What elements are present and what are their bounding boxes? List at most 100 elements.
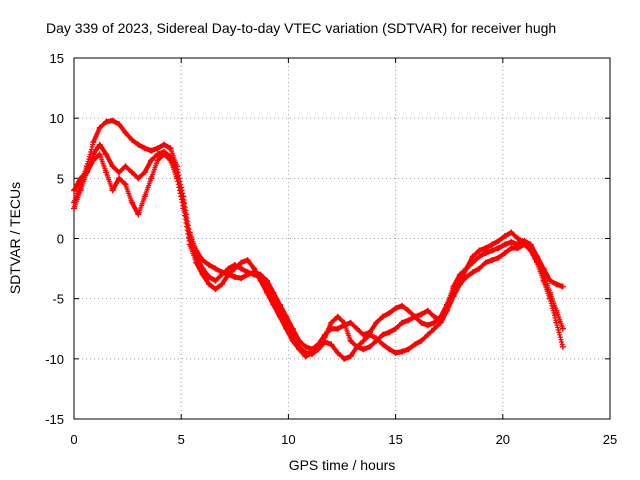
- data-point: [283, 325, 290, 332]
- data-point: [553, 319, 560, 326]
- data-point: [206, 281, 213, 288]
- data-point: [186, 241, 193, 248]
- data-point: [122, 163, 129, 170]
- data-point: [276, 313, 283, 320]
- x-tick-label: 0: [70, 432, 77, 447]
- data-point: [244, 257, 251, 264]
- data-point: [251, 265, 258, 272]
- data-point: [135, 211, 142, 218]
- series-trace-3: [71, 151, 566, 360]
- data-point: [437, 317, 444, 324]
- data-point: [302, 343, 309, 350]
- data-point: [495, 254, 502, 261]
- data-point: [341, 319, 348, 326]
- data-point: [501, 233, 508, 240]
- data-point: [347, 353, 354, 360]
- data-point: [534, 253, 541, 260]
- data-point: [354, 343, 361, 350]
- data-point: [116, 175, 123, 182]
- data-point: [315, 343, 322, 350]
- data-point: [148, 157, 155, 164]
- data-point: [366, 331, 373, 338]
- data-point: [469, 269, 476, 276]
- plot-frame: [73, 57, 611, 420]
- data-point: [418, 319, 425, 326]
- data-point: [379, 331, 386, 338]
- data-point: [463, 274, 470, 281]
- data-point: [212, 265, 219, 272]
- x-tick-label: 10: [281, 432, 295, 447]
- data-point: [103, 151, 110, 158]
- data-point: [321, 334, 328, 341]
- data-point: [360, 331, 367, 338]
- data-point: [373, 319, 380, 326]
- x-tick-label: 20: [496, 432, 510, 447]
- data-point: [328, 319, 335, 326]
- data-point: [405, 317, 412, 324]
- data-point: [418, 311, 425, 318]
- data-point: [148, 175, 155, 182]
- data-point: [540, 265, 547, 272]
- data-point: [218, 281, 225, 288]
- data-point: [501, 241, 508, 248]
- data-point: [431, 325, 438, 332]
- data-point: [128, 136, 135, 143]
- data-point: [379, 313, 386, 320]
- data-point: [347, 337, 354, 344]
- data-point: [218, 271, 225, 278]
- data-point: [360, 337, 367, 344]
- data-point: [399, 319, 406, 326]
- data-point: [521, 239, 528, 246]
- y-tick-label: -10: [45, 352, 64, 367]
- data-point: [501, 249, 508, 256]
- data-point: [366, 343, 373, 350]
- data-point: [379, 341, 386, 348]
- data-point: [90, 151, 97, 158]
- data-point: [122, 181, 129, 188]
- data-layer: [71, 117, 566, 362]
- data-point: [135, 141, 142, 148]
- data-point: [559, 343, 566, 350]
- data-point: [360, 346, 367, 353]
- grid-layer: [74, 58, 610, 419]
- data-point: [263, 289, 270, 296]
- data-point: [373, 337, 380, 344]
- x-tick-label: 15: [388, 432, 402, 447]
- y-tick-label: 5: [57, 171, 64, 186]
- data-point: [411, 341, 418, 348]
- y-tick-label: -15: [45, 412, 64, 427]
- data-point: [392, 305, 399, 312]
- data-point: [482, 245, 489, 252]
- data-point: [444, 301, 451, 308]
- data-point: [193, 259, 200, 266]
- data-point: [180, 205, 187, 212]
- data-point: [386, 310, 393, 317]
- data-point: [386, 346, 393, 353]
- data-point: [225, 271, 232, 278]
- data-point: [270, 301, 277, 308]
- x-axis-label: GPS time / hours: [289, 457, 396, 473]
- data-point: [431, 319, 438, 326]
- data-point: [527, 245, 534, 252]
- data-point: [489, 241, 496, 248]
- data-point: [546, 277, 553, 284]
- data-point: [116, 121, 123, 128]
- data-point: [71, 187, 77, 194]
- data-point: [424, 331, 431, 338]
- data-point: [489, 247, 496, 254]
- data-point: [199, 271, 206, 278]
- data-point: [308, 349, 315, 356]
- data-point: [206, 261, 213, 268]
- data-point: [514, 245, 521, 252]
- chart-title: Day 339 of 2023, Sidereal Day-to-day VTE…: [46, 20, 556, 36]
- data-point: [540, 277, 547, 284]
- data-point: [154, 157, 161, 164]
- data-point: [109, 187, 116, 194]
- data-point: [418, 337, 425, 344]
- data-point: [392, 325, 399, 332]
- data-point: [128, 169, 135, 176]
- data-point: [244, 269, 251, 276]
- data-point: [212, 286, 219, 293]
- data-point: [135, 175, 142, 182]
